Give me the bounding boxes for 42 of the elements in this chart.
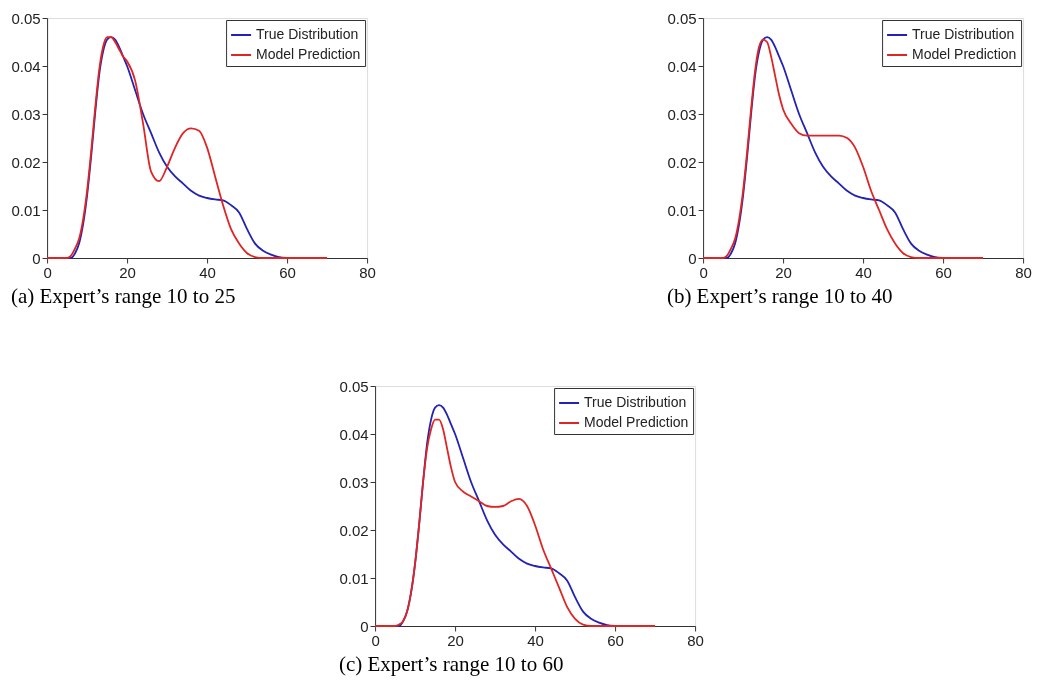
x-tick-label: 0 (371, 631, 380, 649)
x-tick-label: 60 (607, 631, 624, 649)
y-tick-label: 0.01 (667, 201, 697, 219)
legend-label: Model Prediction (256, 46, 361, 62)
legend-label: True Distribution (256, 26, 359, 42)
x-tick-label: 40 (527, 631, 544, 649)
x-tick-label: 40 (199, 263, 216, 281)
x-tick-label: 60 (935, 263, 952, 281)
y-tick-label: 0.02 (339, 521, 369, 539)
y-tick-label: 0.01 (339, 569, 369, 587)
y-tick-label: 0.02 (667, 153, 697, 171)
y-tick-label: 0.01 (11, 201, 41, 219)
legend-label: True Distribution (584, 394, 687, 410)
y-tick-label: 0 (360, 617, 369, 635)
y-tick-label: 0.04 (667, 57, 697, 75)
y-tick-label: 0.02 (11, 153, 41, 171)
legend-label: Model Prediction (912, 46, 1017, 62)
x-tick-label: 20 (775, 263, 792, 281)
y-tick-label: 0.03 (11, 105, 41, 123)
text: (b) Expert’s range 10 to 40 (666, 284, 893, 308)
text: (c) Expert’s range 10 to 60 (338, 652, 564, 676)
y-tick-label: 0 (688, 249, 697, 267)
y-tick-label: 0.03 (339, 473, 369, 491)
legend-label: Model Prediction (584, 414, 689, 430)
x-tick-label: 80 (687, 631, 704, 649)
y-tick-label: 0 (32, 249, 41, 267)
x-tick-label: 20 (447, 631, 464, 649)
text: (a) Expert’s range 10 to 25 (10, 284, 236, 308)
y-tick-label: 0.04 (339, 425, 369, 443)
y-tick-label: 0.04 (11, 57, 41, 75)
x-tick-label: 60 (279, 263, 296, 281)
x-tick-label: 20 (119, 263, 136, 281)
y-tick-label: 0.03 (667, 105, 697, 123)
x-tick-label: 0 (43, 263, 52, 281)
x-tick-label: 40 (855, 263, 872, 281)
y-tick-label: 0.05 (339, 377, 369, 395)
legend-label: True Distribution (912, 26, 1015, 42)
y-tick-label: 0.05 (11, 9, 41, 27)
x-tick-label: 0 (699, 263, 708, 281)
x-tick-label: 80 (1015, 263, 1032, 281)
x-tick-label: 80 (359, 263, 376, 281)
y-tick-label: 0.05 (667, 9, 697, 27)
